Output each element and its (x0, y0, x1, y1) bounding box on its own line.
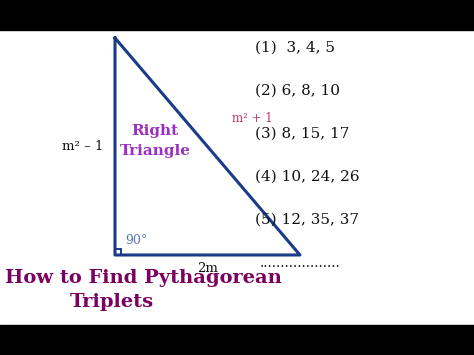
Bar (115, 248, 121, 255)
Text: (3) 8, 15, 17: (3) 8, 15, 17 (255, 127, 349, 141)
Text: 90°: 90° (126, 234, 147, 247)
Text: Triangle: Triangle (119, 144, 191, 158)
Text: (5) 12, 35, 37: (5) 12, 35, 37 (255, 213, 359, 227)
Text: (4) 10, 24, 26: (4) 10, 24, 26 (255, 170, 360, 184)
Text: (1)  3, 4, 5: (1) 3, 4, 5 (255, 41, 335, 55)
Text: m² – 1: m² – 1 (62, 140, 103, 153)
Text: ...................: ................... (260, 256, 341, 270)
Text: Right: Right (131, 125, 179, 138)
Text: (2) 6, 8, 10: (2) 6, 8, 10 (255, 84, 340, 98)
Text: 2m: 2m (197, 262, 218, 275)
Text: m² + 1: m² + 1 (233, 112, 273, 125)
Text: Triplets: Triplets (70, 293, 154, 311)
Text: How to Find Pythagorean: How to Find Pythagorean (5, 269, 282, 287)
